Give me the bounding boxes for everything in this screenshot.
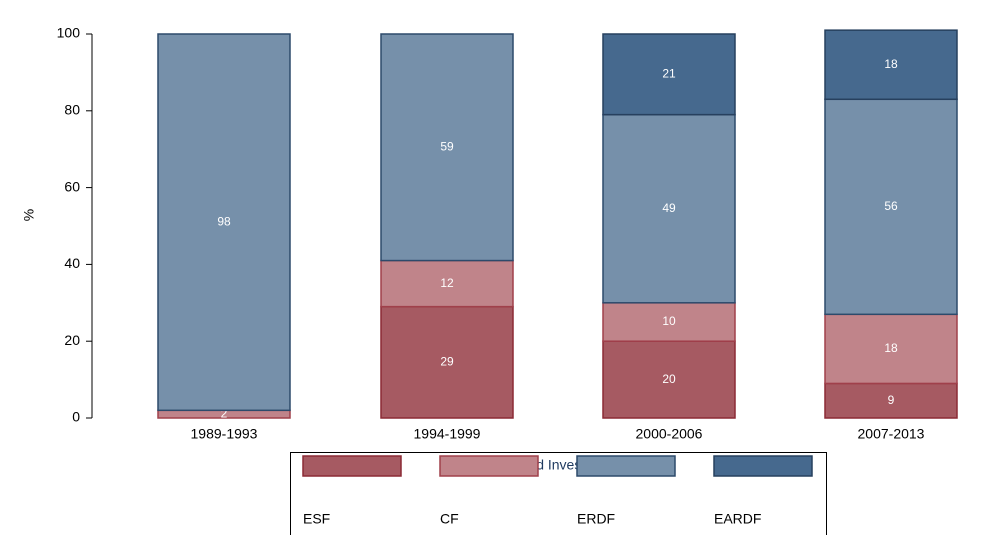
data-label: 18 [884,341,898,355]
bar-segment [602,302,736,342]
legend-label: ESF [303,511,330,527]
x-tick-label: 1989-1993 [191,426,258,442]
legend-swatch [576,455,676,477]
y-tick-label: 80 [64,102,80,118]
x-tick-label: 1994-1999 [414,426,481,442]
y-tick-label: 100 [57,25,81,41]
legend-label: CF [440,511,459,527]
legend-label: ERDF [577,511,615,527]
data-label: 21 [662,66,676,80]
bar-segment [157,33,291,412]
legend-swatch [302,455,402,477]
bar-segment [602,113,736,304]
data-label: 2 [221,406,228,420]
data-label: 98 [217,214,231,228]
data-label: 29 [440,354,454,368]
data-label: 20 [662,372,676,386]
x-tick-label: 2000-2006 [636,426,703,442]
data-label: 12 [440,276,454,290]
data-label: 10 [662,314,676,328]
y-tick-label: 20 [64,332,80,348]
y-tick-label: 60 [64,178,80,194]
bar-segment [380,259,514,308]
bar-segment [824,313,958,385]
data-label: 9 [888,393,895,407]
bar-segment [824,98,958,316]
data-label: 56 [884,199,898,213]
data-label: 59 [440,139,454,153]
legend-swatch [439,455,539,477]
y-axis-label: % [21,209,37,221]
bar-segment [824,382,958,419]
bar-segment [824,29,958,101]
data-label: 18 [884,57,898,71]
y-tick-label: 0 [72,409,80,425]
legend-swatch [713,455,813,477]
data-label: 49 [662,201,676,215]
bar-segment [602,340,736,419]
legend-label: EARDF [714,511,761,527]
bar-segment [602,33,736,116]
y-tick-label: 40 [64,255,80,271]
x-tick-label: 2007-2013 [858,426,925,442]
bar-segment [380,33,514,262]
